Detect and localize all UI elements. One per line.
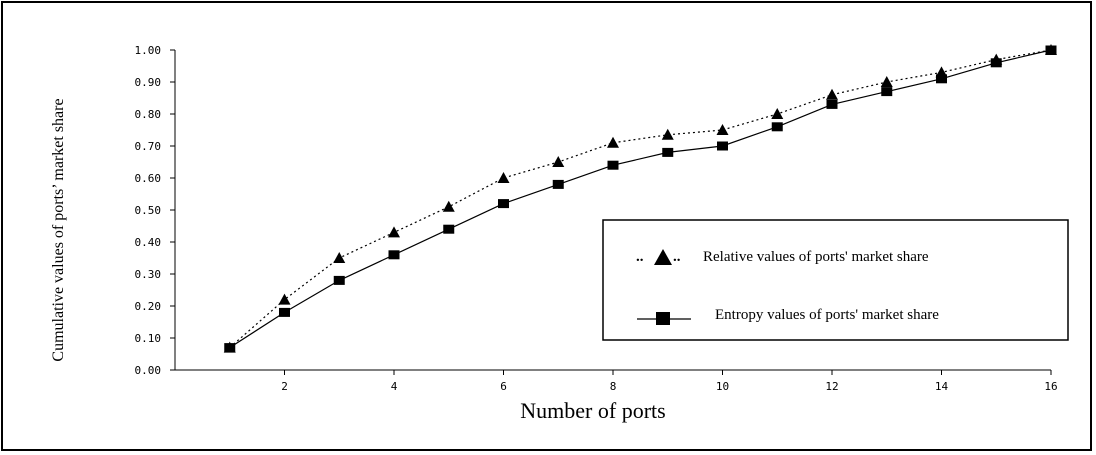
- x-tick-label: 16: [1044, 380, 1057, 393]
- series-layer: [223, 44, 1057, 353]
- triangle-point: [607, 136, 619, 148]
- square-point: [717, 141, 728, 151]
- y-tick-label: 0.80: [135, 108, 162, 121]
- x-tick-label: 14: [935, 380, 949, 393]
- x-tick-label: 10: [716, 380, 729, 393]
- triangle-point: [826, 88, 838, 100]
- square-point: [881, 87, 893, 97]
- square-point: [388, 250, 400, 260]
- square-point: [662, 147, 674, 157]
- square-point: [1045, 45, 1057, 55]
- legend-square-marker: [656, 312, 670, 325]
- triangle-point: [552, 156, 565, 167]
- square-point: [936, 74, 947, 84]
- triangle-point: [880, 76, 893, 87]
- chart-axes: 0.00 0.10 0.20 0.30 0.40 0.50 0.60 0.70 0.80 0.90…: [135, 44, 1058, 393]
- square-point: [826, 99, 838, 109]
- y-tick-label: 1.00: [135, 44, 162, 57]
- triangle-point: [661, 128, 674, 140]
- square-point: [607, 160, 619, 170]
- series-entropy: [224, 45, 1057, 353]
- legend: .. .. Relative values of ports' market s…: [602, 219, 1069, 341]
- triangle-point: [497, 172, 510, 183]
- triangle-point: [716, 124, 729, 135]
- triangle-point: [278, 293, 291, 305]
- series-line: [229, 49, 1052, 349]
- square-point: [443, 224, 455, 234]
- triangle-point: [771, 108, 784, 119]
- triangle-point: [333, 252, 346, 263]
- series-line: [229, 49, 1052, 349]
- y-axis-title: Cumulative values of ports’ market share: [50, 98, 67, 361]
- x-tick-label: 12: [825, 380, 838, 393]
- x-tick-label: 2: [281, 380, 288, 393]
- legend-box: [602, 219, 1069, 341]
- square-point: [498, 199, 509, 209]
- x-tick-label: 4: [391, 380, 398, 393]
- legend-prefix-dots: ..: [636, 249, 644, 265]
- y-tick-label: 0.20: [135, 300, 162, 313]
- square-point: [333, 275, 345, 285]
- square-point: [990, 58, 1002, 68]
- x-tick-label: 6: [500, 380, 507, 393]
- square-point: [771, 122, 783, 132]
- y-tick-label: 0.30: [135, 268, 162, 281]
- y-tick-label: 0.70: [135, 140, 162, 153]
- y-tick-label: 0.90: [135, 76, 162, 89]
- triangle-point: [442, 200, 455, 212]
- y-tick-label: 0.00: [135, 364, 162, 377]
- y-tick-label: 0.10: [135, 332, 162, 345]
- legend-entry-relative: .. .. Relative values of ports' market s…: [636, 249, 929, 265]
- square-point: [224, 343, 236, 353]
- line-chart: 0.00 0.10 0.20 0.30 0.40 0.50 0.60 0.70 0.80 0.90…: [50, 44, 1069, 423]
- x-tick-label: 8: [610, 380, 617, 393]
- y-tick-label: 0.60: [135, 172, 162, 185]
- legend-entry-entropy: Entropy values of ports' market share: [637, 307, 939, 325]
- y-tick-label: 0.50: [135, 204, 162, 217]
- legend-label-relative: Relative values of ports' market share: [703, 249, 929, 265]
- square-point: [552, 179, 564, 189]
- square-point: [279, 307, 290, 317]
- triangle-point: [388, 226, 400, 238]
- y-tick-label: 0.40: [135, 236, 162, 249]
- legend-label-entropy: Entropy values of ports' market share: [715, 307, 939, 323]
- legend-suffix-dots: ..: [673, 249, 681, 265]
- legend-triangle-marker: [654, 249, 672, 265]
- x-axis-title: Number of ports: [520, 398, 665, 423]
